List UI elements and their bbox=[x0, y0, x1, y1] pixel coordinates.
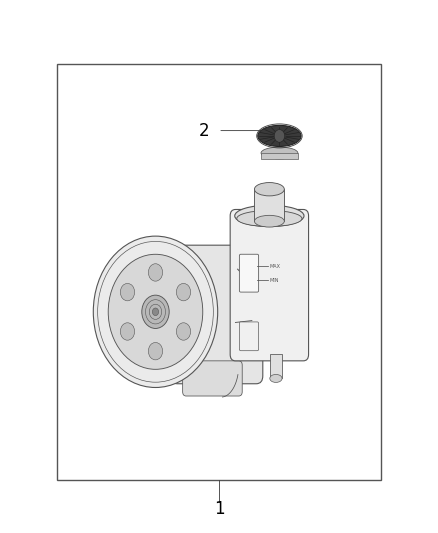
Circle shape bbox=[108, 254, 203, 369]
Text: MIN: MIN bbox=[269, 278, 279, 282]
Circle shape bbox=[120, 323, 134, 340]
Ellipse shape bbox=[261, 147, 298, 159]
Bar bbox=[57, 64, 381, 480]
FancyBboxPatch shape bbox=[183, 361, 242, 396]
Circle shape bbox=[142, 295, 169, 328]
Circle shape bbox=[120, 284, 134, 301]
Text: 1: 1 bbox=[214, 500, 224, 518]
Ellipse shape bbox=[258, 125, 301, 147]
Circle shape bbox=[274, 130, 285, 142]
Circle shape bbox=[177, 323, 191, 340]
FancyBboxPatch shape bbox=[171, 245, 263, 384]
Ellipse shape bbox=[254, 215, 284, 227]
Circle shape bbox=[177, 284, 191, 301]
Ellipse shape bbox=[235, 205, 304, 227]
FancyBboxPatch shape bbox=[239, 322, 258, 351]
Circle shape bbox=[93, 236, 218, 387]
Text: 2: 2 bbox=[198, 122, 209, 140]
Ellipse shape bbox=[254, 182, 284, 196]
Circle shape bbox=[152, 308, 159, 316]
Circle shape bbox=[148, 264, 162, 281]
Ellipse shape bbox=[270, 374, 282, 383]
Circle shape bbox=[148, 343, 162, 360]
FancyBboxPatch shape bbox=[230, 209, 308, 361]
Text: MAX: MAX bbox=[269, 264, 280, 269]
FancyBboxPatch shape bbox=[239, 254, 258, 292]
Ellipse shape bbox=[237, 211, 302, 227]
Bar bbox=[254, 189, 284, 221]
Bar bbox=[261, 153, 298, 159]
Bar bbox=[270, 354, 282, 378]
